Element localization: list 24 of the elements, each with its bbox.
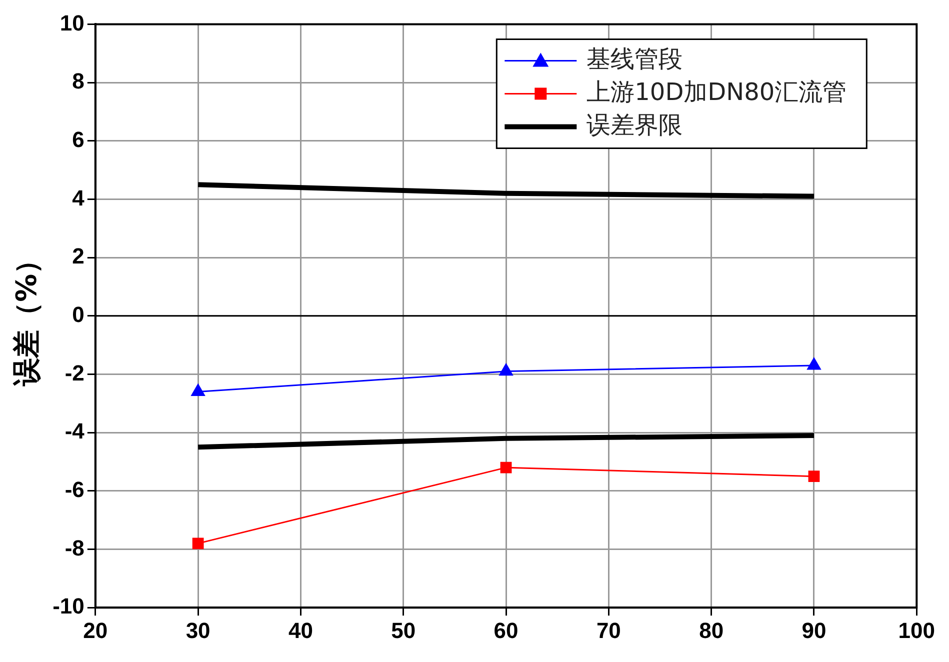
y-tick-label: 8 bbox=[72, 68, 84, 94]
x-tick-label: 30 bbox=[186, 618, 210, 643]
y-tick-label: 10 bbox=[60, 10, 84, 36]
y-tick-label: -10 bbox=[52, 594, 84, 619]
y-axis-title: 误差（%） bbox=[10, 246, 44, 387]
x-tick-label: 80 bbox=[699, 618, 724, 643]
x-tick-label: 90 bbox=[802, 618, 826, 643]
x-tick-label: 40 bbox=[288, 618, 313, 643]
y-tick-label: -8 bbox=[64, 535, 84, 560]
legend-label: 误差界限 bbox=[586, 110, 683, 139]
x-tick-label: 50 bbox=[391, 618, 416, 643]
x-tick-label: 70 bbox=[596, 618, 621, 643]
x-tick-label: 100 bbox=[898, 618, 936, 643]
legend-label: 基线管段 bbox=[586, 44, 683, 73]
y-tick-label: 6 bbox=[72, 126, 84, 152]
x-tick-label: 20 bbox=[83, 618, 108, 643]
y-tick-label: -6 bbox=[64, 476, 84, 502]
y-tick-label: -4 bbox=[64, 418, 86, 444]
y-tick-label: 4 bbox=[72, 185, 86, 210]
y-tick-label: -2 bbox=[64, 360, 84, 386]
x-tick-label: 60 bbox=[494, 618, 518, 643]
y-tick-label: 2 bbox=[72, 244, 84, 269]
y-tick-label: 0 bbox=[72, 302, 84, 327]
legend-label: 上游10D加DN80汇流管 bbox=[586, 78, 847, 106]
